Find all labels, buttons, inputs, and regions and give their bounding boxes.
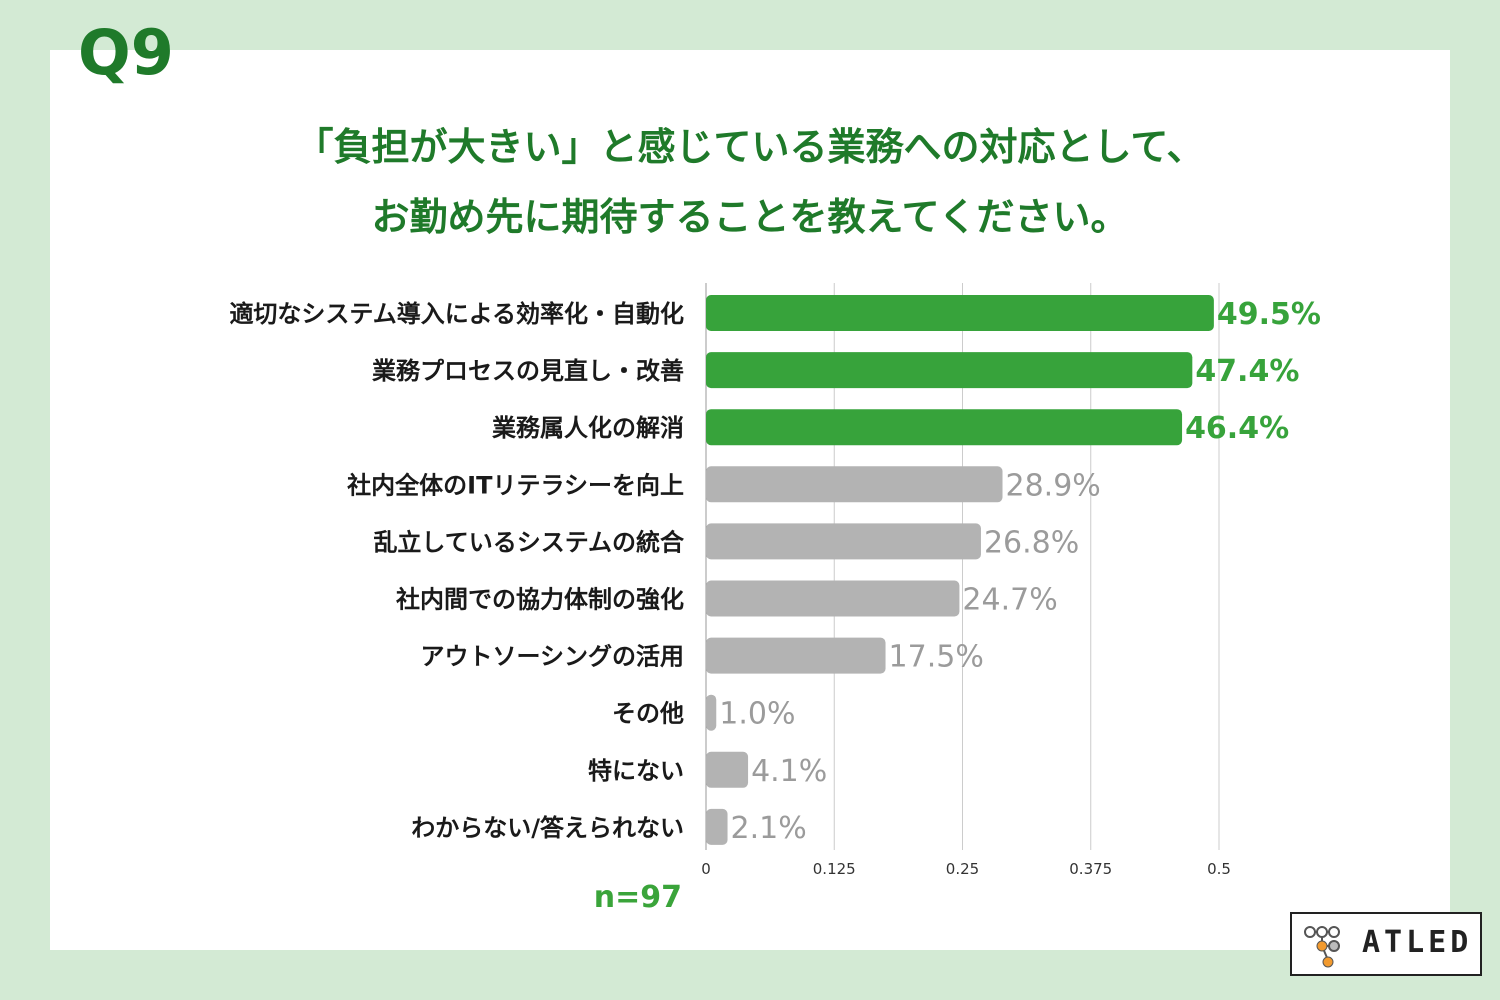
value-label: 24.7% [962,583,1057,618]
logo-mark-icon [1304,926,1340,968]
value-label: 49.5% [1217,297,1321,332]
question-line-2: お勤め先に期待することを教えてください。 [371,195,1129,239]
value-label: 1.0% [719,697,795,732]
x-tick-label: 0.125 [813,860,856,878]
bar [706,352,1193,389]
bar [706,523,981,560]
value-label: 26.8% [984,525,1079,560]
category-label: 社内全体のITリテラシーを向上 [347,471,684,499]
atled-logo: ATLED [1290,912,1482,976]
logo-text: ATLED [1362,925,1473,960]
sample-size-label: n=97 [593,880,682,915]
category-label: 業務属人化の解消 [492,414,684,442]
category-label: その他 [612,700,684,728]
question-line-1: 「負担が大きい」と感じている業務への対応として、 [295,125,1205,169]
value-label: 47.4% [1195,354,1299,389]
bar [706,751,749,788]
x-tick-label: 0 [701,860,711,878]
category-label: 適切なシステム導入による効率化・自動化 [229,300,684,328]
bar [706,409,1183,446]
category-label: 業務プロセスの見直し・改善 [372,357,684,385]
bar [706,808,728,845]
question-number: Q9 [78,16,174,89]
x-tick-label: 0.5 [1207,860,1231,878]
category-label: 特にない [588,757,684,785]
category-label: 乱立しているシステムの統合 [373,528,685,556]
value-label: 17.5% [889,640,984,675]
category-label: アウトソーシングの活用 [420,643,684,671]
bar [706,637,886,674]
category-label: 社内間での協力体制の強化 [396,586,684,614]
value-label: 46.4% [1185,411,1289,446]
x-tick-label: 0.375 [1069,860,1112,878]
bar [706,580,960,617]
question-title: 「負担が大きい」と感じている業務への対応として、 お勤め先に期待することを教えて… [0,112,1500,252]
category-label: わからない/答えられない [411,814,684,842]
bar [706,466,1003,503]
value-label: 4.1% [751,754,827,789]
bar [706,295,1214,331]
x-tick-label: 0.25 [946,860,979,878]
value-label: 2.1% [731,811,807,846]
bar [706,694,717,731]
value-label: 28.9% [1006,468,1101,503]
